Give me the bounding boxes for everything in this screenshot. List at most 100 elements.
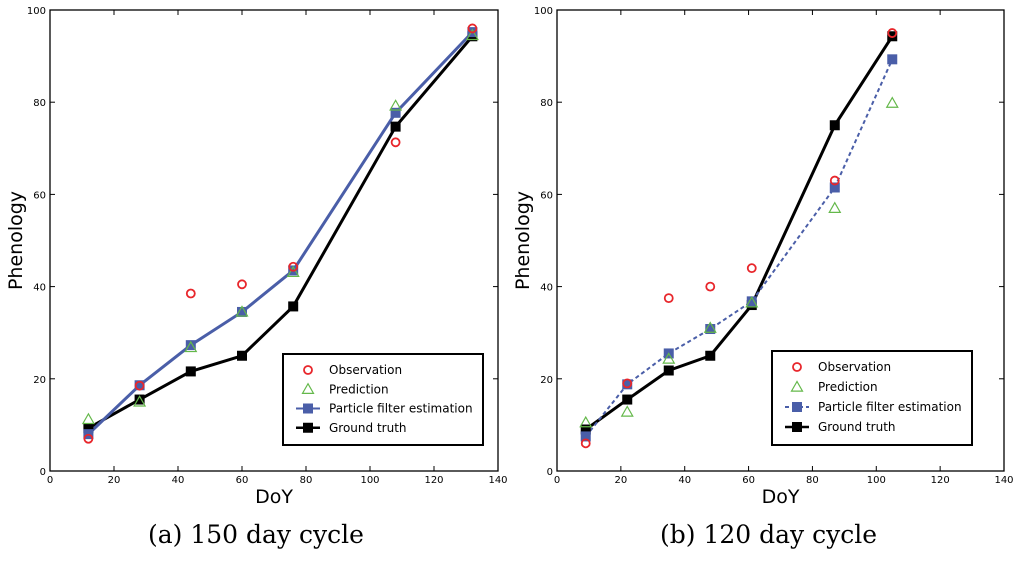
y-tick-label: 0: [547, 467, 553, 478]
legend-label: Ground truth: [818, 420, 896, 434]
x-axis-label: DoY: [762, 486, 800, 508]
x-tick-label: 40: [678, 475, 691, 486]
legend-b: Observation Prediction Particle filter est…: [771, 350, 973, 446]
y-tick-label: 60: [33, 190, 46, 201]
particle-point: [705, 324, 716, 335]
ground-truth-point: [288, 301, 299, 312]
legend-prediction-marker: [301, 382, 315, 394]
observation-point: [580, 438, 591, 449]
observation-point: [622, 378, 633, 389]
particle-point: [746, 296, 757, 307]
legend-label: Particle filter estimation: [329, 402, 473, 416]
y-axis-label: Phenology: [512, 191, 534, 290]
legend-ground-truth-marker: [303, 422, 313, 433]
prediction-point: [885, 96, 899, 108]
y-axis-label: Phenology: [5, 191, 27, 290]
observation-point: [237, 279, 247, 290]
x-tick-label: 80: [300, 475, 313, 486]
legend-observation-marker: [303, 365, 313, 375]
legend-label: Ground truth: [329, 421, 407, 435]
y-tick-label: 20: [33, 375, 46, 386]
prediction-point: [579, 415, 593, 428]
prediction-point: [662, 352, 676, 364]
x-axis-label: DoY: [255, 486, 293, 508]
chart-a: 0 20 40 60 80 100 120 140 0 20 40 60 80 100 DoY Phenolo…: [5, 6, 508, 508]
particle-point: [622, 379, 633, 390]
ground-truth-point: [622, 394, 633, 405]
particle-point: [185, 340, 196, 351]
legend-label: Observation: [818, 360, 891, 374]
legend-box: [282, 353, 484, 446]
y-tick-label: 80: [33, 98, 46, 109]
ground-truth-point: [829, 120, 840, 131]
legend-label: Prediction: [818, 380, 878, 394]
x-tick-label: 100: [360, 475, 379, 486]
ground-truth-point: [663, 365, 674, 376]
legend-ground-truth-marker: [792, 422, 802, 432]
prediction-point: [133, 395, 147, 407]
prediction-point: [389, 99, 403, 111]
observation-point: [185, 288, 196, 299]
legend-observation-marker: [792, 362, 802, 372]
observation-point: [83, 433, 94, 444]
x-tick-label: 20: [614, 475, 627, 486]
y-tick-label: 60: [540, 190, 553, 201]
legend-label: Particle filter estimation: [818, 400, 962, 414]
ground-truth-point: [185, 366, 196, 377]
y-tick-label: 20: [540, 375, 553, 386]
observation-point: [705, 281, 716, 292]
x-tick-label: 60: [742, 475, 755, 486]
x-tick-label: 120: [424, 475, 443, 486]
particle-point: [237, 306, 247, 317]
prediction-point: [703, 321, 717, 333]
chart-b: 0 20 40 60 80 100 120 140 0 20 40 60 80 100 DoY Phenolo…: [512, 6, 1014, 508]
particle-point: [390, 107, 401, 118]
legend-prediction-marker: [790, 380, 804, 392]
observation-point: [829, 175, 840, 186]
observation-point: [887, 28, 898, 38]
legend-label: Prediction: [329, 382, 389, 396]
prediction-point: [745, 296, 759, 308]
caption-b: (b) 120 day cycle: [660, 520, 878, 549]
prediction-point: [465, 28, 479, 41]
legend-particle-marker: [303, 403, 313, 414]
ground-truth-point: [83, 423, 94, 434]
x-tick-label: 100: [867, 475, 886, 486]
prediction-point: [81, 412, 95, 425]
y-tick-label: 100: [27, 6, 46, 17]
observation-point: [467, 23, 478, 34]
x-tick-label: 80: [806, 475, 819, 486]
x-tick-label: 40: [172, 475, 185, 486]
particle-point: [829, 182, 840, 193]
plot-area-a: [49, 9, 499, 472]
y-tick-label: 100: [534, 6, 553, 17]
caption-a: (a) 150 day cycle: [148, 520, 364, 549]
legend-label: Observation: [329, 363, 402, 377]
prediction-point: [184, 340, 198, 353]
prediction-point: [620, 405, 634, 417]
ground-truth-point: [580, 424, 591, 435]
x-tick-label: 140: [488, 475, 507, 486]
y-tick-label: 80: [540, 98, 553, 109]
x-tick-label: 120: [931, 475, 950, 486]
legend-particle-marker: [792, 402, 802, 412]
prediction-point: [235, 305, 249, 317]
ground-truth-point: [705, 350, 716, 361]
prediction-point: [828, 201, 842, 213]
legend-box: [771, 350, 973, 446]
observation-point: [746, 263, 757, 274]
ground-truth-point: [134, 394, 145, 405]
y-tick-label: 0: [40, 467, 46, 478]
observation-point: [134, 380, 145, 391]
observation-point: [288, 261, 299, 272]
observation-point: [663, 293, 674, 304]
plot-area-b: [556, 9, 1005, 472]
x-tick-label: 140: [994, 475, 1013, 486]
prediction-point: [286, 265, 300, 278]
x-tick-label: 0: [47, 475, 53, 486]
legend-a: Observation Prediction Particle filter est…: [282, 353, 484, 446]
y-tick-label: 40: [540, 283, 553, 294]
x-tick-label: 60: [236, 475, 249, 486]
x-tick-label: 20: [108, 475, 121, 486]
